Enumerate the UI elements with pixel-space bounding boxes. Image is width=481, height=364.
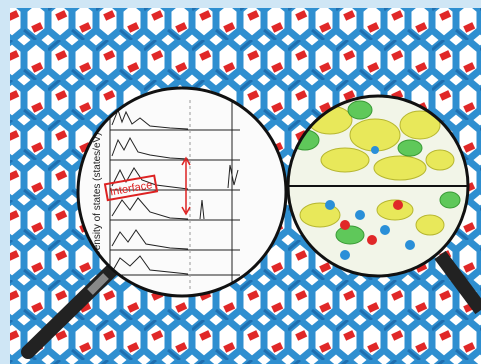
axis-label: Density of states (states/eV) [92, 132, 103, 257]
illustration: Interface Density of states (states/eV) [0, 0, 481, 364]
